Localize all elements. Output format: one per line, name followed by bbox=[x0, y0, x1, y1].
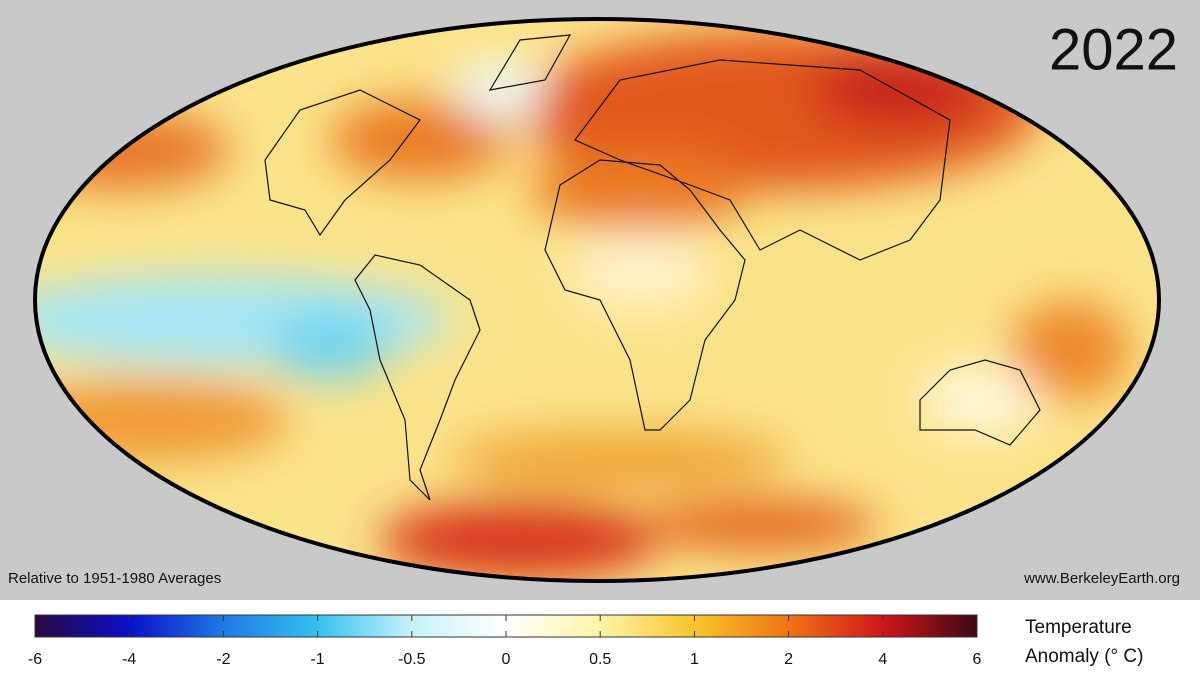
colorbar-label: Temperature bbox=[1025, 617, 1132, 638]
globe-outline bbox=[33, 17, 1161, 583]
colorbar-tick-label: 4 bbox=[878, 651, 887, 668]
year-title: 2022 bbox=[1049, 17, 1178, 82]
colorbar-tick-label: -4 bbox=[122, 651, 136, 668]
colorbar-tick-label: 6 bbox=[973, 651, 982, 668]
baseline-note: Relative to 1951-1980 Averages bbox=[8, 570, 221, 587]
colorbar-tick-label: -0.5 bbox=[398, 651, 426, 668]
colorbar-tick-label: 2 bbox=[784, 651, 793, 668]
colorbar-tick-label: 0 bbox=[502, 651, 511, 668]
source: www.BerkeleyEarth.org bbox=[1023, 570, 1180, 587]
colorbar-tick-label: 1 bbox=[690, 651, 699, 668]
colorbar-tick-label: -6 bbox=[28, 651, 42, 668]
colorbar-tick-label: -1 bbox=[310, 651, 324, 668]
colorbar-tick-label: -2 bbox=[216, 651, 230, 668]
colorbar-ticks: -6 -4 -2 -1 -0.5 0 0.5 1 2 4 6 bbox=[28, 615, 982, 668]
colorbar-tick-label: 0.5 bbox=[589, 651, 611, 668]
colorbar-label: Anomaly (° C) bbox=[1025, 646, 1143, 667]
